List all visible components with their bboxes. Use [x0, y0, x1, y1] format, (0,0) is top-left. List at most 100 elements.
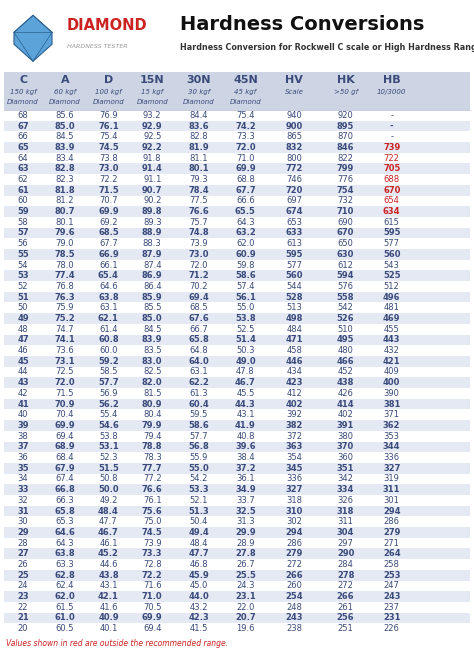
Text: Diamond: Diamond — [229, 99, 261, 105]
Text: 69.9: 69.9 — [142, 614, 163, 623]
Text: 63.1: 63.1 — [99, 303, 118, 312]
Text: 286: 286 — [286, 539, 302, 548]
Text: 688: 688 — [383, 175, 400, 184]
Text: 79.6: 79.6 — [55, 228, 75, 237]
Text: -: - — [390, 121, 393, 130]
Text: 284: 284 — [337, 560, 354, 569]
Text: 498: 498 — [286, 314, 303, 323]
Text: 19.6: 19.6 — [236, 624, 255, 633]
Text: 434: 434 — [286, 368, 302, 376]
Text: 822: 822 — [337, 154, 354, 162]
Text: 634: 634 — [383, 207, 401, 216]
Text: 82.8: 82.8 — [55, 164, 75, 173]
Text: 51: 51 — [17, 293, 29, 302]
Text: 75.9: 75.9 — [56, 303, 74, 312]
Text: Diamond: Diamond — [137, 99, 168, 105]
Text: 613: 613 — [286, 239, 302, 248]
Text: 59.2: 59.2 — [98, 357, 119, 366]
Text: 88.9: 88.9 — [142, 228, 163, 237]
Text: 85.9: 85.9 — [142, 293, 163, 302]
Text: 80.4: 80.4 — [143, 410, 162, 419]
Text: 74.8: 74.8 — [189, 228, 209, 237]
Text: Diamond: Diamond — [49, 99, 81, 105]
Text: HV: HV — [285, 75, 303, 85]
Text: 79.4: 79.4 — [143, 432, 162, 441]
Text: 55.0: 55.0 — [236, 303, 255, 312]
Text: 74.5: 74.5 — [142, 528, 163, 537]
Text: 44: 44 — [18, 368, 28, 376]
Text: 776: 776 — [337, 175, 354, 184]
Text: 226: 226 — [384, 624, 400, 633]
Text: 47.7: 47.7 — [99, 517, 118, 526]
Text: 65.4: 65.4 — [98, 271, 119, 280]
Text: 63.8: 63.8 — [98, 293, 118, 302]
Text: 47.8: 47.8 — [236, 368, 255, 376]
Text: 62: 62 — [18, 175, 28, 184]
Text: 42.1: 42.1 — [98, 592, 119, 601]
Text: 302: 302 — [286, 517, 302, 526]
Text: 36.1: 36.1 — [236, 475, 255, 483]
Text: 237: 237 — [384, 602, 400, 612]
Text: 41: 41 — [17, 400, 29, 409]
Text: 67.6: 67.6 — [188, 314, 209, 323]
Text: 247: 247 — [384, 582, 400, 590]
Text: 279: 279 — [286, 549, 303, 558]
Text: 595: 595 — [285, 250, 303, 259]
Text: 81.5: 81.5 — [143, 389, 162, 398]
Text: 66: 66 — [18, 132, 28, 141]
Text: 88.3: 88.3 — [143, 239, 162, 248]
Text: 264: 264 — [383, 549, 401, 558]
Text: 27: 27 — [17, 549, 29, 558]
Text: 432: 432 — [384, 346, 400, 355]
Text: 76.8: 76.8 — [55, 282, 74, 291]
Text: 85.6: 85.6 — [56, 111, 74, 120]
Text: 77.2: 77.2 — [143, 475, 162, 483]
Text: 362: 362 — [383, 421, 401, 430]
Text: 56.9: 56.9 — [99, 389, 118, 398]
Text: 64.8: 64.8 — [190, 346, 208, 355]
Text: 71.5: 71.5 — [56, 389, 74, 398]
Text: 76.1: 76.1 — [98, 121, 119, 130]
Text: 55.0: 55.0 — [188, 464, 209, 473]
Bar — [4, 378, 470, 388]
Text: 22.0: 22.0 — [236, 602, 255, 612]
Text: 78.5: 78.5 — [55, 250, 75, 259]
Text: 558: 558 — [337, 293, 355, 302]
Text: 51.4: 51.4 — [235, 335, 256, 344]
Text: 746: 746 — [286, 175, 302, 184]
Text: 248: 248 — [286, 602, 302, 612]
Text: 79.9: 79.9 — [142, 421, 163, 430]
Text: 336: 336 — [383, 453, 400, 462]
Text: 697: 697 — [286, 196, 302, 205]
Text: 243: 243 — [285, 614, 303, 623]
Text: 20.7: 20.7 — [235, 614, 255, 623]
Text: 70.2: 70.2 — [190, 282, 208, 291]
Text: 60.5: 60.5 — [56, 624, 74, 633]
Text: 50.8: 50.8 — [99, 475, 118, 483]
Text: 80.7: 80.7 — [55, 207, 75, 216]
Text: 42: 42 — [18, 389, 28, 398]
Text: 61.0: 61.0 — [55, 614, 75, 623]
Text: 93.2: 93.2 — [143, 111, 162, 120]
Text: 75.2: 75.2 — [55, 314, 75, 323]
Text: 334: 334 — [337, 485, 354, 494]
Text: 52: 52 — [18, 282, 28, 291]
Text: 56.8: 56.8 — [188, 442, 209, 451]
Text: 272: 272 — [337, 582, 354, 590]
Text: 61.3: 61.3 — [190, 389, 208, 398]
Text: 74.5: 74.5 — [98, 143, 119, 152]
Text: 327: 327 — [383, 464, 401, 473]
Text: 60: 60 — [18, 196, 28, 205]
Text: 44.3: 44.3 — [235, 400, 256, 409]
Text: 560: 560 — [383, 250, 401, 259]
Text: 72.2: 72.2 — [99, 175, 118, 184]
Text: 73.0: 73.0 — [189, 250, 209, 259]
Text: 74.2: 74.2 — [235, 121, 256, 130]
Text: 865: 865 — [286, 132, 302, 141]
Text: 57.7: 57.7 — [98, 378, 118, 387]
Text: 83.9: 83.9 — [142, 335, 163, 344]
Text: Hardness Conversion for Rockwell C scale or High Hardness Range: Hardness Conversion for Rockwell C scale… — [180, 44, 474, 53]
Bar — [4, 206, 470, 217]
Text: 67.7: 67.7 — [99, 239, 118, 248]
Text: 577: 577 — [286, 261, 302, 269]
